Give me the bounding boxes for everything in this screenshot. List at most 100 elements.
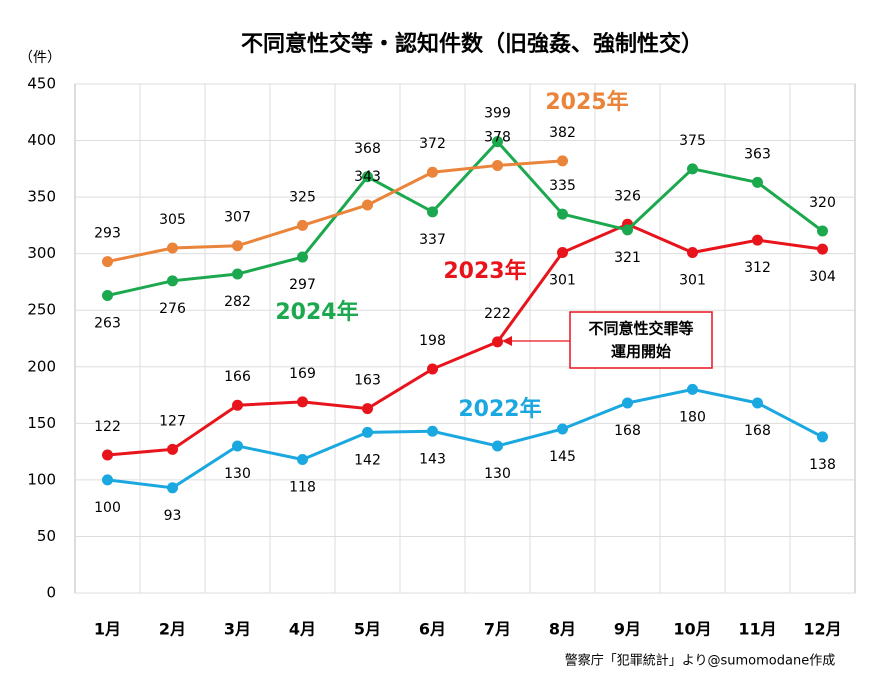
value-label: 301 — [679, 273, 706, 289]
y-tick-label: 450 — [27, 75, 56, 93]
y-tick-label: 300 — [27, 244, 56, 262]
point — [167, 242, 178, 254]
value-label: 305 — [159, 212, 186, 228]
value-label: 297 — [289, 277, 316, 293]
y-tick-label: 200 — [27, 357, 56, 375]
point — [817, 243, 828, 255]
point — [557, 247, 568, 259]
point — [167, 443, 178, 455]
x-tick-label: 8月 — [549, 620, 576, 639]
point — [362, 171, 373, 183]
series: 100 93 130 118 142 143 130 145 168 180 168 138 2022年 — [94, 383, 836, 524]
value-label: 166 — [224, 369, 251, 385]
line — [107, 387, 824, 490]
annotation-text: 運用開始 — [611, 343, 671, 361]
point — [362, 403, 373, 415]
value-label: 145 — [549, 449, 576, 465]
source: 警察庁「犯罪統計」より@sumomodane作成 — [565, 653, 835, 669]
point — [102, 449, 113, 461]
y-tick-label: 0 — [46, 584, 56, 602]
point — [492, 440, 503, 452]
point — [427, 206, 438, 218]
value-label: 122 — [94, 419, 121, 435]
value-label: 343 — [354, 169, 381, 185]
value-label: 382 — [549, 125, 576, 141]
chart-title: 不同意性交等・認知件数（旧強姦、強制性交） — [241, 31, 703, 57]
point — [232, 268, 243, 280]
value-label: 100 — [94, 500, 121, 516]
line — [107, 139, 824, 297]
value-label: 293 — [94, 226, 121, 242]
annotation-text: 不同意性交罪等 — [588, 320, 693, 338]
point — [427, 166, 438, 178]
point — [492, 136, 503, 148]
value-label: 320 — [809, 195, 836, 211]
point — [427, 425, 438, 437]
value-label: 326 — [614, 188, 641, 204]
value-label: 372 — [419, 136, 446, 152]
x-tick-label: 2月 — [159, 620, 186, 639]
series-label: 2022年 — [458, 396, 541, 422]
point — [167, 482, 178, 494]
x-tick-label: 5月 — [354, 620, 381, 639]
value-label: 304 — [809, 269, 836, 285]
point — [622, 397, 633, 409]
point — [557, 155, 568, 167]
series: 122 127 166 169 163 198 222 301 326 301 312 304 2023… — [94, 188, 836, 461]
point — [102, 256, 113, 268]
point — [297, 396, 308, 408]
value-label: 263 — [94, 316, 121, 332]
point — [297, 219, 308, 231]
value-label: 307 — [224, 210, 251, 226]
point — [232, 440, 243, 452]
point — [752, 176, 763, 188]
value-label: 169 — [289, 366, 316, 382]
point — [297, 251, 308, 263]
value-label: 168 — [744, 423, 771, 439]
value-label: 325 — [289, 189, 316, 205]
y-tick-label: 250 — [27, 301, 56, 319]
value-label: 93 — [164, 508, 182, 524]
x-tick-label: 1月 — [94, 620, 121, 639]
series: 293 305 307 325 343 372 378 382 2025年 — [94, 89, 629, 268]
x-tick-label: 7月 — [484, 620, 511, 639]
value-label: 337 — [419, 232, 446, 248]
x-tick-label: 6月 — [419, 620, 446, 639]
x-tick-label: 4月 — [289, 620, 316, 639]
point — [362, 199, 373, 211]
x-tick-label: 9月 — [614, 620, 641, 639]
point — [557, 208, 568, 220]
y-tick-label: 150 — [27, 414, 56, 432]
x-tick-label: 12月 — [803, 620, 841, 639]
point — [752, 397, 763, 409]
value-label: 368 — [354, 141, 381, 157]
y-tick-label: 400 — [27, 131, 56, 149]
value-label: 321 — [614, 250, 641, 266]
series-label: 2023年 — [443, 258, 526, 284]
value-label: 375 — [679, 133, 706, 149]
y-tick-label: 100 — [27, 470, 56, 488]
x-tick-label: 3月 — [224, 620, 251, 639]
value-label: 301 — [549, 273, 576, 289]
point — [817, 431, 828, 443]
point — [752, 234, 763, 246]
value-label: 222 — [484, 306, 511, 322]
annotation-arrowhead — [502, 336, 512, 346]
x-tick-label: 11月 — [738, 620, 776, 639]
point — [557, 423, 568, 435]
value-label: 118 — [289, 480, 316, 496]
point — [492, 336, 503, 348]
point — [102, 290, 113, 302]
value-label: 168 — [614, 423, 641, 439]
point — [687, 383, 698, 395]
value-label: 312 — [744, 260, 771, 276]
value-label: 282 — [224, 294, 251, 310]
value-label: 378 — [484, 129, 511, 145]
value-label: 130 — [484, 466, 511, 482]
y-tick-label: 350 — [27, 188, 56, 206]
point — [102, 474, 113, 486]
series-label: 2025年 — [545, 89, 628, 115]
value-label: 130 — [224, 466, 251, 482]
value-label: 363 — [744, 146, 771, 162]
